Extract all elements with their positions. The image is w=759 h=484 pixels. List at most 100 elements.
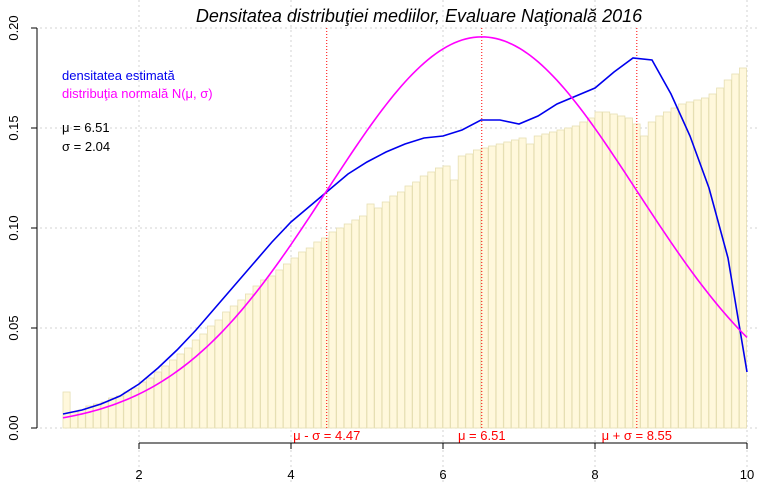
stat-mean: μ = 6.51 bbox=[62, 120, 110, 135]
chart-title: Densitatea distribuţiei mediilor, Evalua… bbox=[196, 6, 643, 26]
histogram-bar bbox=[701, 97, 709, 429]
histogram-bar bbox=[434, 167, 443, 429]
axes: 0.00 0.05 0.10 0.15 0.20 2 4 6 8 10 bbox=[6, 15, 754, 482]
histogram-bar bbox=[381, 201, 390, 429]
histogram-bar bbox=[442, 165, 451, 429]
density-curves bbox=[62, 36, 748, 419]
histogram-bar bbox=[222, 311, 231, 429]
histogram-bar bbox=[533, 135, 542, 429]
histogram-bar bbox=[396, 191, 405, 429]
x-tick-label: 2 bbox=[135, 467, 142, 482]
histogram-bar bbox=[199, 333, 208, 429]
histogram-bar bbox=[419, 175, 428, 429]
histogram-bar bbox=[168, 359, 177, 429]
histogram-bar bbox=[609, 113, 618, 429]
histogram-bar bbox=[465, 153, 474, 429]
histogram-bar bbox=[579, 121, 588, 429]
histogram-bar bbox=[549, 131, 557, 429]
y-tick-label: 0.15 bbox=[6, 115, 21, 140]
x-tick-label: 10 bbox=[740, 467, 754, 482]
histogram-bar bbox=[427, 171, 436, 429]
histogram-bar bbox=[739, 67, 747, 429]
histogram-bar bbox=[85, 405, 94, 429]
histogram-bar bbox=[305, 247, 314, 429]
legend-entry-density: densitatea estimată bbox=[62, 68, 176, 83]
histogram-bar bbox=[571, 125, 580, 429]
histogram-bar bbox=[161, 365, 170, 429]
histogram-bar bbox=[366, 203, 375, 429]
histogram-bar bbox=[282, 263, 291, 429]
histogram-bar bbox=[640, 135, 649, 429]
histogram-bar bbox=[252, 285, 261, 429]
histogram-bar bbox=[191, 339, 200, 429]
histogram-bar bbox=[404, 185, 413, 429]
histogram-bar bbox=[670, 107, 679, 429]
x-tick-label: 4 bbox=[287, 467, 294, 482]
y-tick-label: 0.05 bbox=[6, 315, 21, 340]
histogram-bar bbox=[450, 179, 459, 429]
histogram-bar bbox=[495, 143, 504, 429]
reference-label: μ - σ = 4.47 bbox=[293, 428, 360, 443]
histogram-bar bbox=[206, 325, 215, 429]
histogram-bar bbox=[412, 181, 421, 429]
histogram-bar bbox=[472, 149, 481, 429]
normal-curve bbox=[62, 36, 748, 419]
histogram-bar bbox=[351, 219, 360, 429]
legend-entry-normal: distribuţia normală N(μ, σ) bbox=[62, 86, 213, 101]
histogram-bar bbox=[237, 299, 246, 429]
histogram-bar bbox=[298, 251, 307, 429]
histogram-bar bbox=[503, 141, 512, 429]
histogram-bar bbox=[480, 147, 489, 429]
stat-sigma: σ = 2.04 bbox=[62, 139, 110, 154]
y-tick-label: 0.00 bbox=[6, 415, 21, 440]
histogram-bar bbox=[526, 143, 535, 429]
histogram-bar bbox=[625, 117, 633, 429]
y-tick-label: 0.20 bbox=[6, 15, 21, 40]
histogram-bar bbox=[389, 195, 398, 429]
x-tick-label: 6 bbox=[439, 467, 446, 482]
histogram-bar bbox=[731, 73, 740, 429]
histogram-bar bbox=[184, 347, 193, 429]
reference-label: μ = 6.51 bbox=[458, 428, 506, 443]
histogram-bar bbox=[708, 93, 717, 429]
histogram-bar bbox=[564, 127, 573, 429]
histogram-bar bbox=[229, 305, 238, 429]
histogram-bar bbox=[488, 145, 497, 429]
histogram-bar bbox=[138, 381, 147, 429]
histogram-bar bbox=[587, 117, 595, 429]
histogram-bar bbox=[602, 111, 611, 429]
histogram-bar bbox=[693, 99, 702, 429]
histogram-bar bbox=[176, 353, 185, 429]
histogram-bar bbox=[244, 293, 253, 429]
histogram-bar bbox=[457, 155, 466, 429]
histogram-bar bbox=[343, 223, 352, 429]
y-tick-label: 0.10 bbox=[6, 215, 21, 240]
histogram-bar bbox=[267, 275, 276, 429]
histogram-bar bbox=[153, 371, 162, 429]
reference-label: μ + σ = 8.55 bbox=[602, 428, 672, 443]
histogram-bar bbox=[100, 401, 109, 429]
histogram-bars bbox=[62, 67, 747, 429]
histogram-bar bbox=[541, 133, 550, 429]
histogram-bar bbox=[594, 111, 603, 429]
histogram-bar bbox=[320, 237, 329, 429]
histogram-bar bbox=[678, 103, 687, 429]
histogram-bar bbox=[358, 215, 367, 429]
histogram-bar bbox=[336, 227, 345, 429]
histogram-bar bbox=[518, 137, 527, 429]
histogram-bar bbox=[108, 397, 117, 429]
histogram-bar bbox=[290, 257, 299, 429]
histogram-bar bbox=[146, 377, 155, 429]
histogram-bar bbox=[556, 129, 565, 429]
histogram-bar bbox=[374, 207, 383, 429]
histogram-bar bbox=[510, 139, 519, 429]
histogram-bar bbox=[275, 269, 284, 429]
histogram-bar bbox=[663, 111, 671, 429]
histogram-bar bbox=[260, 279, 269, 429]
histogram-bar bbox=[214, 319, 223, 429]
histogram-bar bbox=[617, 115, 626, 429]
histogram-bar bbox=[62, 391, 71, 429]
histogram-bar bbox=[716, 87, 725, 429]
histogram-bar bbox=[93, 403, 101, 429]
